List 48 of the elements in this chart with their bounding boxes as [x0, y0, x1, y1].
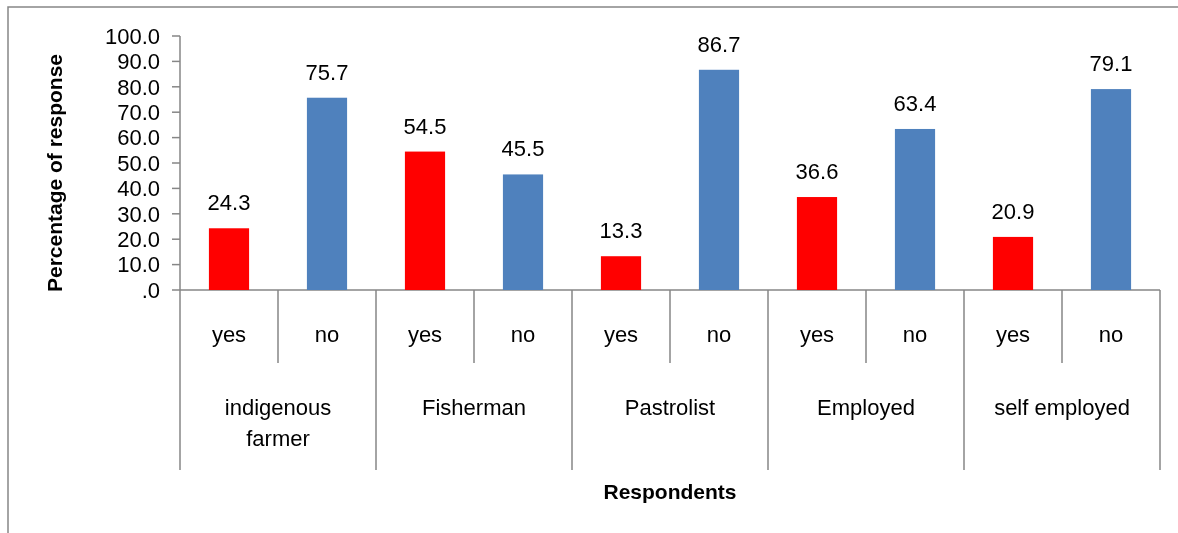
bar	[1090, 89, 1132, 290]
series-label: no	[314, 321, 340, 347]
y-tick-label: 100.0	[104, 23, 160, 49]
y-tick-label: 50.0	[117, 150, 160, 176]
x-tick-label: Employed	[817, 394, 915, 420]
text: yes	[603, 321, 639, 347]
text: no	[706, 321, 732, 347]
y-tick-label: .0	[141, 277, 160, 303]
data-label: 36.6	[795, 159, 839, 185]
x-axis-title: Respondents	[603, 480, 737, 504]
data-label: 86.7	[697, 31, 741, 57]
data-label: 75.7	[305, 59, 349, 85]
data-label: 63.4	[893, 90, 937, 116]
text: yes	[407, 321, 443, 347]
y-tick-label: 20.0	[117, 226, 160, 252]
y-tick-label: 70.0	[117, 99, 160, 125]
data-label: 79.1	[1089, 51, 1133, 77]
text: no	[1098, 321, 1124, 347]
y-tick-label: 10.0	[117, 252, 160, 278]
x-tick-label: Pastrolist	[624, 394, 716, 420]
bar	[698, 69, 740, 290]
bar	[992, 236, 1034, 290]
data-label: 54.5	[403, 113, 447, 139]
data-label: 13.3	[599, 218, 643, 244]
x-tick-label: self employed	[994, 394, 1130, 420]
bar	[796, 197, 838, 290]
bar	[502, 174, 544, 290]
bar	[306, 97, 348, 290]
bar	[404, 151, 446, 290]
data-label: 24.3	[207, 190, 251, 216]
y-tick-label: 30.0	[117, 201, 160, 227]
y-axis-title: Percentage of response	[43, 53, 66, 293]
y-tick-label: 80.0	[117, 74, 160, 100]
x-tick-label: Fisherman	[422, 394, 526, 420]
data-label: 45.5	[501, 136, 545, 162]
bar	[894, 128, 936, 290]
bar	[208, 228, 250, 290]
data-label: 20.9	[991, 198, 1035, 224]
text: yes	[799, 321, 835, 347]
text: no	[902, 321, 928, 347]
text: yes	[995, 321, 1031, 347]
text: no	[510, 321, 536, 347]
y-tick-label: 60.0	[117, 125, 160, 151]
series-label: yes	[211, 321, 247, 347]
bar	[600, 256, 642, 290]
y-tick-label: 40.0	[117, 176, 160, 202]
x-tick-label: indigenous farmer	[224, 394, 332, 451]
y-tick-label: 90.0	[117, 49, 160, 75]
